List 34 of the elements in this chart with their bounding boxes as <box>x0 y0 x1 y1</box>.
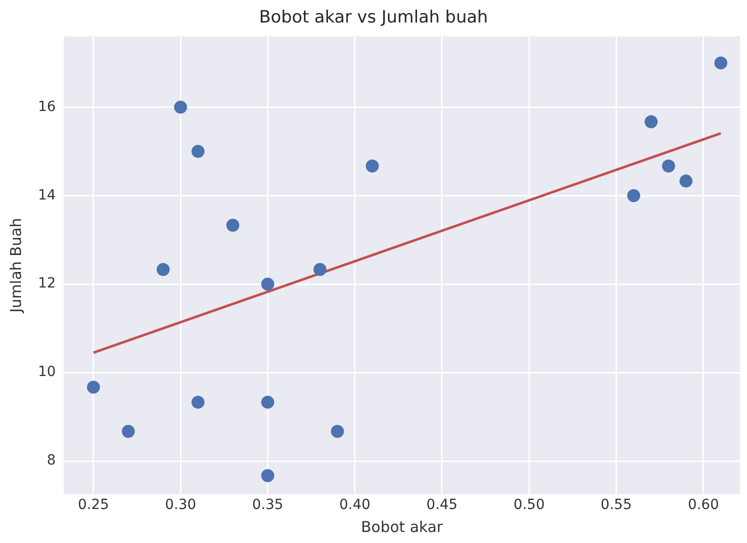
point <box>122 424 135 438</box>
point <box>366 160 379 172</box>
x-tick-label: 0.60 <box>688 497 719 514</box>
x-tick-label: 0.40 <box>339 497 370 514</box>
y-axis-title: Jumlah Buah <box>6 218 25 314</box>
x-tick-label: 0.50 <box>514 497 545 514</box>
x-tick-label: 0.30 <box>164 497 196 514</box>
x-axis-title: Bobot akar <box>361 518 444 536</box>
point <box>314 263 326 276</box>
point <box>679 174 692 188</box>
point <box>192 396 205 409</box>
point <box>261 278 274 291</box>
x-tick-label: 0.25 <box>78 497 110 514</box>
y-tick-label: 14 <box>38 187 56 204</box>
point <box>261 396 274 409</box>
point <box>644 115 658 128</box>
point <box>662 160 676 172</box>
point <box>330 424 344 438</box>
y-tick-label: 12 <box>38 276 56 292</box>
point <box>226 218 240 232</box>
chart-title: Bobot akar vs Jumlah buah <box>259 8 488 28</box>
point <box>192 144 205 158</box>
y-tick-label: 16 <box>38 98 56 115</box>
point <box>174 100 188 114</box>
point <box>627 189 640 202</box>
x-tick-label: 0.35 <box>252 497 284 514</box>
point <box>86 380 100 394</box>
y-tick-label: 8 <box>46 452 56 469</box>
point <box>714 56 728 70</box>
x-tick-label: 0.55 <box>600 497 632 514</box>
point <box>261 469 274 482</box>
point <box>156 263 170 276</box>
y-tick-label: 10 <box>38 364 56 380</box>
x-tick-label: 0.45 <box>426 497 458 514</box>
